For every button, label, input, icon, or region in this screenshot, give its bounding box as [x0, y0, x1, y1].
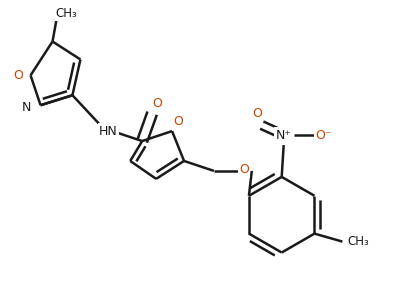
Text: CH₃: CH₃	[347, 235, 369, 248]
Text: O: O	[152, 97, 162, 110]
Text: HN: HN	[99, 125, 118, 138]
Text: N: N	[22, 101, 31, 114]
Text: CH₃: CH₃	[55, 7, 77, 20]
Text: O: O	[252, 107, 262, 120]
Text: O: O	[173, 115, 183, 128]
Text: O: O	[14, 69, 24, 82]
Text: N⁺: N⁺	[276, 128, 292, 142]
Text: O: O	[239, 163, 249, 176]
Text: O⁻: O⁻	[315, 128, 332, 142]
